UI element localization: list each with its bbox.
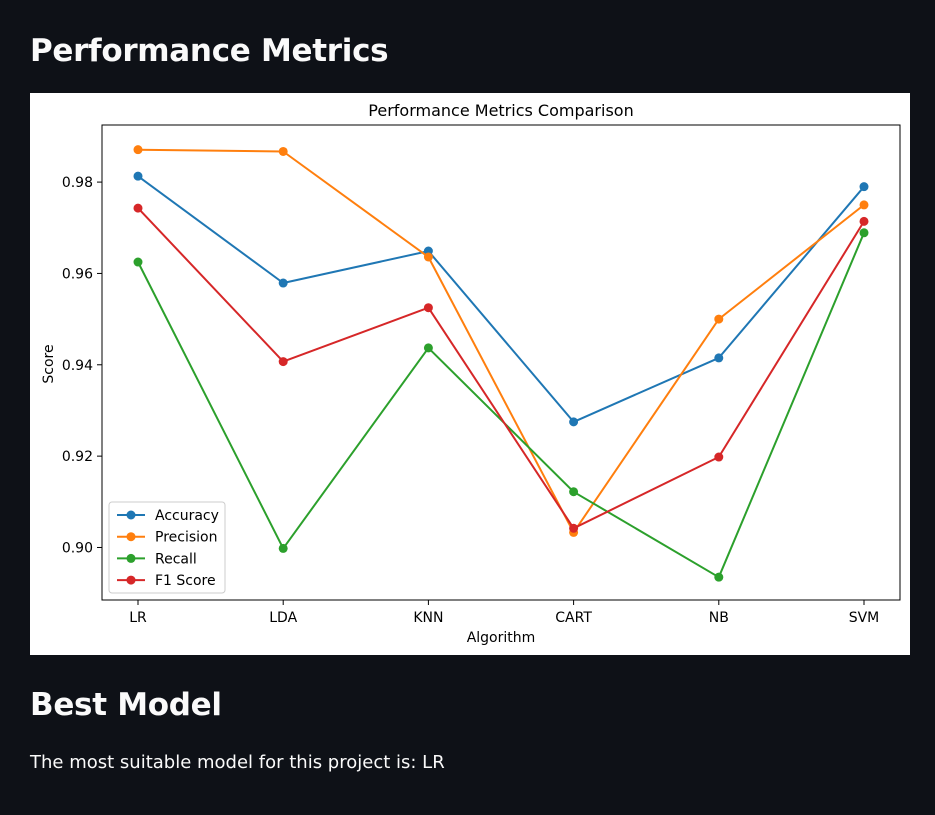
x-axis: LR LDA KNN CART NB SVM — [129, 600, 879, 626]
legend-label-precision: Precision — [155, 530, 217, 546]
y-tick-label: 0.96 — [62, 266, 93, 282]
x-tick-label: CART — [555, 610, 592, 626]
data-point-accuracy — [714, 353, 724, 363]
legend-label-accuracy: Accuracy — [155, 508, 219, 524]
y-tick-label: 0.98 — [62, 175, 93, 191]
legend: Accuracy Precision Recall F1 Score — [108, 501, 226, 594]
section-title-performance-metrics: Performance Metrics — [30, 33, 389, 69]
data-point-recall — [859, 228, 869, 238]
data-point-f1-score — [569, 523, 579, 533]
data-point-recall — [714, 572, 724, 582]
data-point-precision — [714, 314, 724, 324]
legend-marker-precision — [126, 532, 136, 542]
y-axis-label: Score — [41, 344, 57, 383]
best-model-text: The most suitable model for this project… — [30, 752, 445, 773]
data-point-precision — [423, 252, 433, 262]
x-axis-label: Algorithm — [467, 630, 536, 646]
y-tick-label: 0.92 — [62, 449, 93, 465]
legend-label-recall: Recall — [155, 551, 197, 567]
x-tick-label: LDA — [269, 610, 297, 626]
x-tick-label: SVM — [849, 610, 880, 626]
data-point-f1-score — [859, 216, 869, 226]
legend-marker-f1-score — [126, 575, 136, 585]
data-point-precision — [859, 200, 869, 210]
y-tick-label: 0.94 — [62, 358, 93, 374]
data-point-accuracy — [859, 182, 869, 192]
x-tick-label: LR — [129, 610, 147, 626]
data-point-accuracy — [133, 171, 143, 181]
plot-area-frame — [101, 124, 901, 601]
legend-box — [108, 501, 226, 594]
chart-svg: Performance Metrics Comparison 0.900.920… — [41, 101, 901, 646]
legend-marker-recall — [126, 553, 136, 563]
series-line-accuracy — [137, 175, 865, 423]
data-point-f1-score — [423, 303, 433, 313]
data-point-precision — [278, 146, 288, 156]
data-point-recall — [569, 487, 579, 497]
x-tick-label: KNN — [413, 610, 443, 626]
data-point-recall — [278, 543, 288, 553]
data-point-accuracy — [569, 417, 579, 427]
y-axis: 0.90 0.92 0.94 0.96 0.98 — [62, 175, 102, 556]
data-point-precision — [133, 145, 143, 155]
series-line-f1-score — [137, 207, 865, 530]
legend-marker-accuracy — [126, 510, 136, 520]
data-point-f1-score — [714, 452, 724, 462]
chart-title: Performance Metrics Comparison — [368, 101, 633, 120]
y-tick-label: 0.90 — [62, 540, 93, 556]
x-tick-label: NB — [709, 610, 729, 626]
legend-label-f1-score: F1 Score — [155, 573, 216, 589]
section-title-best-model: Best Model — [30, 687, 222, 723]
data-point-f1-score — [133, 203, 143, 213]
performance-chart: Performance Metrics Comparison 0.90 0.92 0… — [30, 93, 910, 655]
data-point-recall — [423, 343, 433, 353]
data-point-accuracy — [278, 278, 288, 288]
data-point-f1-score — [278, 357, 288, 367]
data-point-recall — [133, 257, 143, 267]
series-line-recall — [137, 232, 865, 579]
series-line-precision — [137, 148, 865, 534]
series-layer — [133, 145, 869, 582]
